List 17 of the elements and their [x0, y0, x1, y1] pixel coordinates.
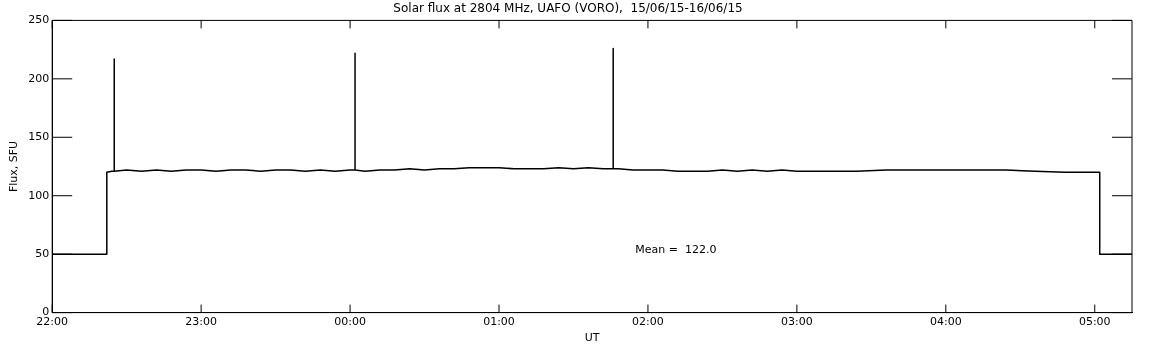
x-tick-label: 02:00	[632, 315, 664, 329]
x-tick-label: 23:00	[185, 315, 217, 329]
x-tick-label: 22:00	[36, 315, 69, 329]
y-tick-label: 100	[28, 188, 50, 202]
y-axis-title: Flux, SFU	[7, 140, 21, 193]
y-tick-label: 250	[28, 13, 50, 27]
x-tick-label: 03:00	[781, 315, 813, 329]
x-axis-title: UT	[584, 331, 600, 345]
chart-title: Solar flux at 2804 MHz, UAFO (VORO), 15/06/15-16/06/15	[393, 1, 743, 16]
y-tick-label: 200	[28, 71, 50, 85]
y-tick-label: 50	[35, 247, 50, 261]
y-tick-label: 150	[28, 130, 50, 144]
x-tick-label: 01:00	[483, 315, 515, 329]
x-tick-label: 04:00	[929, 315, 962, 329]
annotation: Mean = 122.0	[635, 242, 717, 256]
x-tick-label: 05:00	[1078, 315, 1111, 329]
x-tick-label: 00:00	[334, 315, 366, 329]
